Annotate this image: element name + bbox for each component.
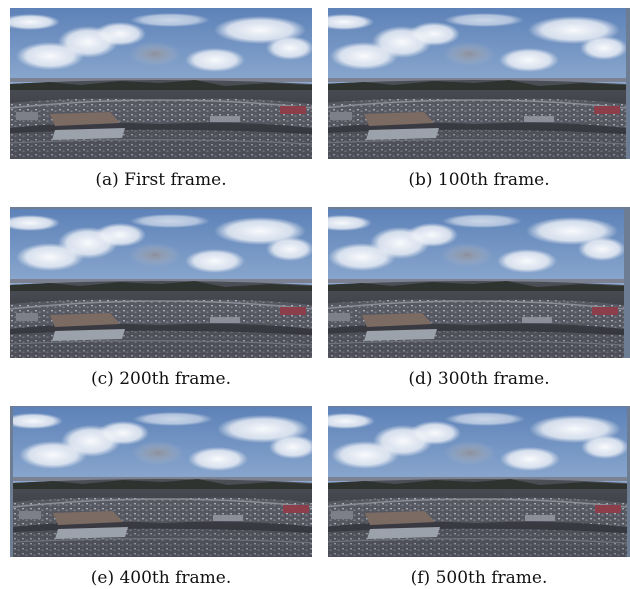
panorama-image-c — [10, 207, 312, 358]
panel-b: (b) 100th frame. — [328, 8, 630, 190]
panorama-image-d — [328, 207, 630, 358]
caption-b: (b) 100th frame. — [408, 170, 550, 190]
caption-c: (c) 200th frame. — [91, 369, 231, 389]
panel-c: (c) 200th frame. — [10, 207, 312, 389]
caption-e: (e) 400th frame. — [90, 568, 232, 588]
caption-a: (a) First frame. — [95, 170, 227, 190]
caption-f: (f) 500th frame. — [410, 568, 548, 588]
panorama-image-f — [328, 406, 630, 557]
panel-a: (a) First frame. — [10, 8, 312, 190]
panorama-image-b — [328, 8, 630, 159]
panorama-image-a — [10, 8, 312, 159]
panorama-image-e — [10, 406, 312, 557]
panel-d: (d) 300th frame. — [328, 207, 630, 389]
caption-d: (d) 300th frame. — [408, 369, 550, 389]
panel-e: (e) 400th frame. — [10, 406, 312, 588]
panel-f: (f) 500th frame. — [328, 406, 630, 588]
